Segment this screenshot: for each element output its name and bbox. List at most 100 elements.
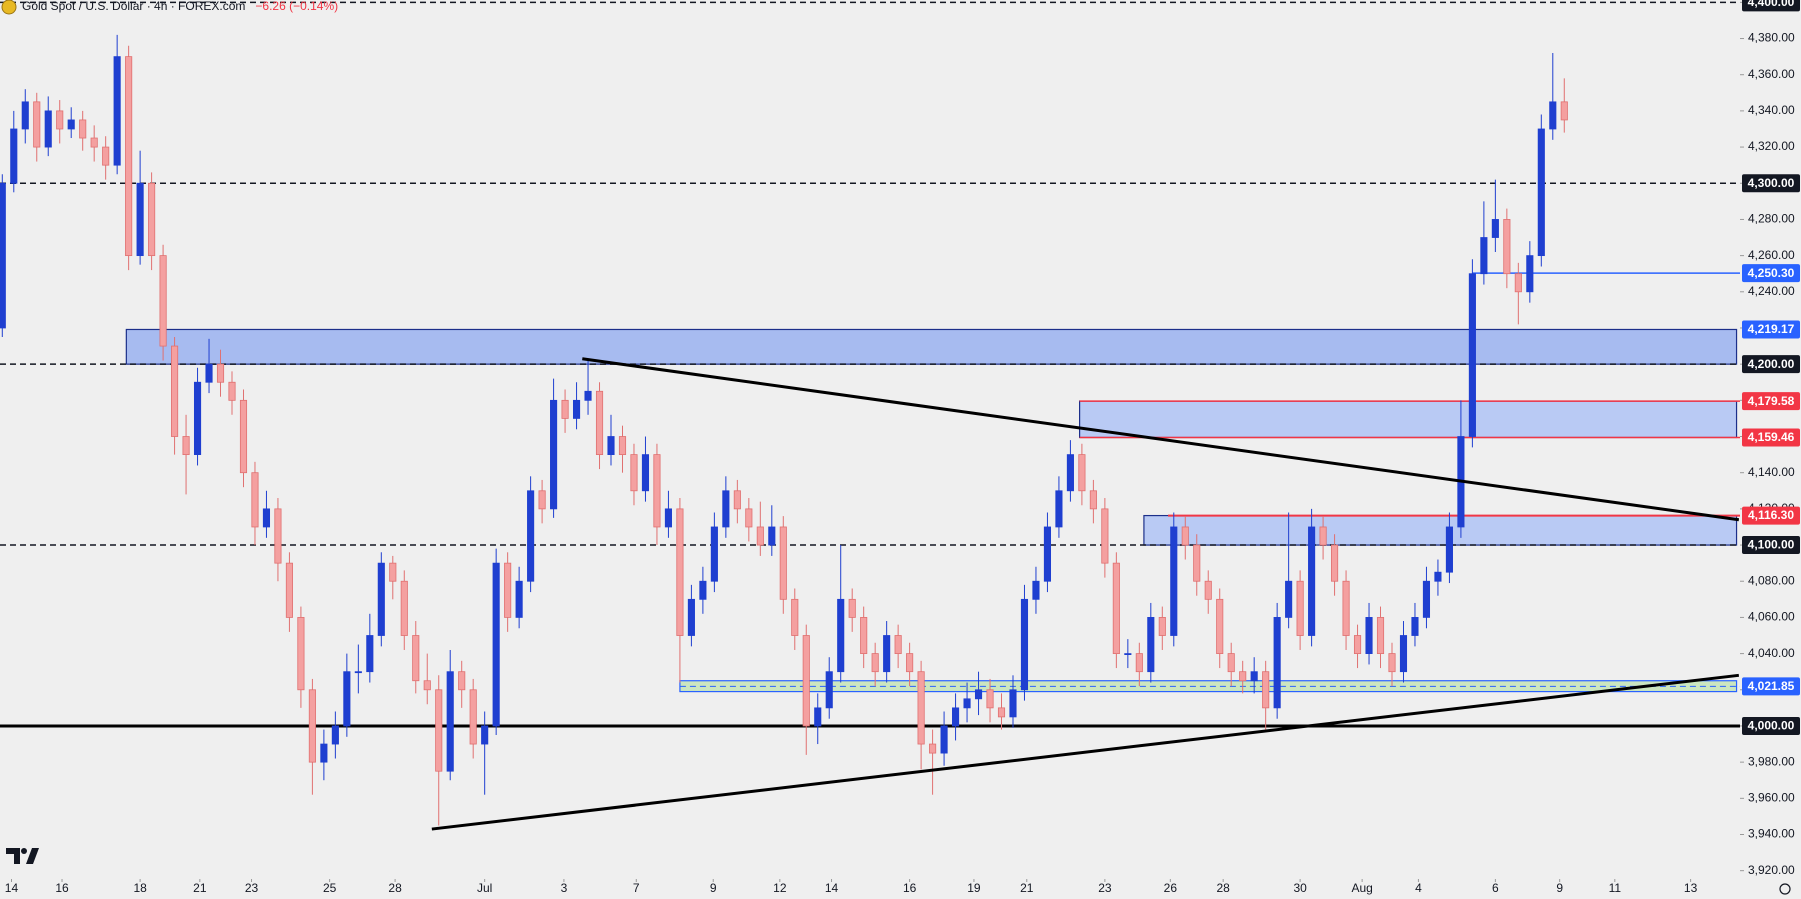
candle-body [1353, 635, 1362, 654]
x-tick-label: Aug [1351, 881, 1372, 895]
y-tick-label: 3,980.00 [1748, 754, 1795, 768]
candle-body [1262, 671, 1270, 709]
candle-body [906, 653, 914, 673]
candle-body [550, 399, 558, 510]
price-label: 4,250.30 [1748, 266, 1795, 280]
candle-body [768, 526, 776, 546]
candle-body [469, 689, 477, 745]
candle-body [285, 562, 293, 618]
chart-title: Gold Spot / U.S. Dollar · 4h · FOREX.com… [22, 0, 338, 13]
candle-body [917, 671, 925, 745]
price-label-box [1742, 392, 1800, 411]
x-tick-label: 13 [1684, 881, 1698, 895]
y-tick-label: 3,940.00 [1748, 827, 1795, 841]
candle-body [756, 526, 764, 546]
candle-body [1170, 526, 1178, 636]
y-tick-label: 4,260.00 [1748, 248, 1795, 262]
candle-body [458, 671, 466, 691]
candle-body [182, 436, 190, 456]
candle-body [527, 490, 535, 582]
x-tick-label: 3 [561, 881, 568, 895]
candle-body [676, 508, 684, 636]
candle-body [251, 472, 259, 528]
price-label-box [1742, 264, 1800, 283]
candle-body [1549, 101, 1557, 130]
candle-body [67, 119, 75, 130]
candle-body [1193, 544, 1201, 582]
candle-body [1308, 526, 1316, 636]
y-tick-label: 3,920.00 [1748, 863, 1795, 877]
candle-body [56, 110, 64, 130]
price-label: 4,100.00 [1748, 538, 1795, 552]
candle-body [1331, 544, 1339, 582]
candle-body [297, 617, 305, 691]
zone [679, 680, 1738, 693]
y-tick-label: 4,280.00 [1748, 212, 1795, 226]
x-tick-label: 25 [323, 881, 337, 895]
candle-body [1399, 635, 1408, 673]
candle-body [825, 671, 833, 709]
candle-body [1124, 653, 1132, 655]
candle-body [699, 580, 707, 600]
candle-body [630, 454, 638, 492]
candle-body [1147, 617, 1155, 673]
settings-button[interactable] [1779, 883, 1791, 895]
candle-body [1066, 454, 1074, 492]
candle-body [722, 490, 730, 528]
candle-body [745, 508, 753, 528]
candle-body [159, 255, 167, 347]
candle-body [940, 725, 948, 754]
price-label: 4,159.46 [1748, 430, 1795, 444]
candle-body [423, 680, 431, 691]
candle-body [1468, 273, 1476, 437]
y-tick-label: 4,140.00 [1748, 465, 1795, 479]
candle-body [1537, 128, 1545, 257]
candle-body [435, 689, 443, 772]
candle-body [791, 598, 799, 636]
x-tick-label: 19 [967, 881, 981, 895]
candle-body [1273, 617, 1281, 709]
price-label: 4,200.00 [1748, 357, 1795, 371]
price-label-box [1742, 506, 1800, 525]
x-tick-label: 23 [1098, 881, 1112, 895]
candle-body [228, 381, 236, 401]
price-label-box [1742, 320, 1800, 339]
trend-line [582, 357, 1740, 522]
candle-body [848, 598, 856, 618]
plot-area [0, 1, 1740, 831]
price-label: 4,400.00 [1748, 0, 1795, 9]
candle-body [1204, 580, 1212, 600]
candle-body [148, 182, 156, 257]
zone [125, 328, 1738, 365]
candle-body [400, 580, 408, 636]
candle-body [733, 490, 741, 510]
price-label: 4,000.00 [1748, 719, 1795, 733]
price-label-box [1742, 174, 1800, 193]
price-label: 4,179.58 [1748, 394, 1795, 408]
x-tick-label: 4 [1415, 881, 1422, 895]
price-axis [1740, 0, 1801, 899]
candle-body [79, 119, 87, 139]
x-tick-label: 11 [1609, 881, 1622, 895]
candle-body [0, 182, 6, 329]
y-tick-label: 4,320.00 [1748, 139, 1795, 153]
x-tick-label: 30 [1293, 881, 1307, 895]
candle-body [1250, 671, 1258, 682]
x-tick-label: 9 [1556, 881, 1563, 895]
candle-body [239, 399, 248, 474]
y-tick-label: 4,080.00 [1748, 573, 1795, 587]
x-tick-label: 7 [633, 881, 640, 895]
candle-body [538, 490, 546, 510]
candle-body [1158, 617, 1166, 636]
price-label-box [1742, 677, 1800, 696]
candle-body [584, 390, 592, 401]
trend-line [431, 673, 1740, 831]
y-tick-label: 3,960.00 [1748, 790, 1795, 804]
candle-body [595, 390, 604, 456]
y-tick-label: 4,240.00 [1748, 284, 1795, 298]
y-tick-label: 4,360.00 [1748, 67, 1795, 81]
candle-body [664, 508, 672, 528]
candle-body [90, 137, 98, 148]
candle-body [1227, 653, 1235, 673]
